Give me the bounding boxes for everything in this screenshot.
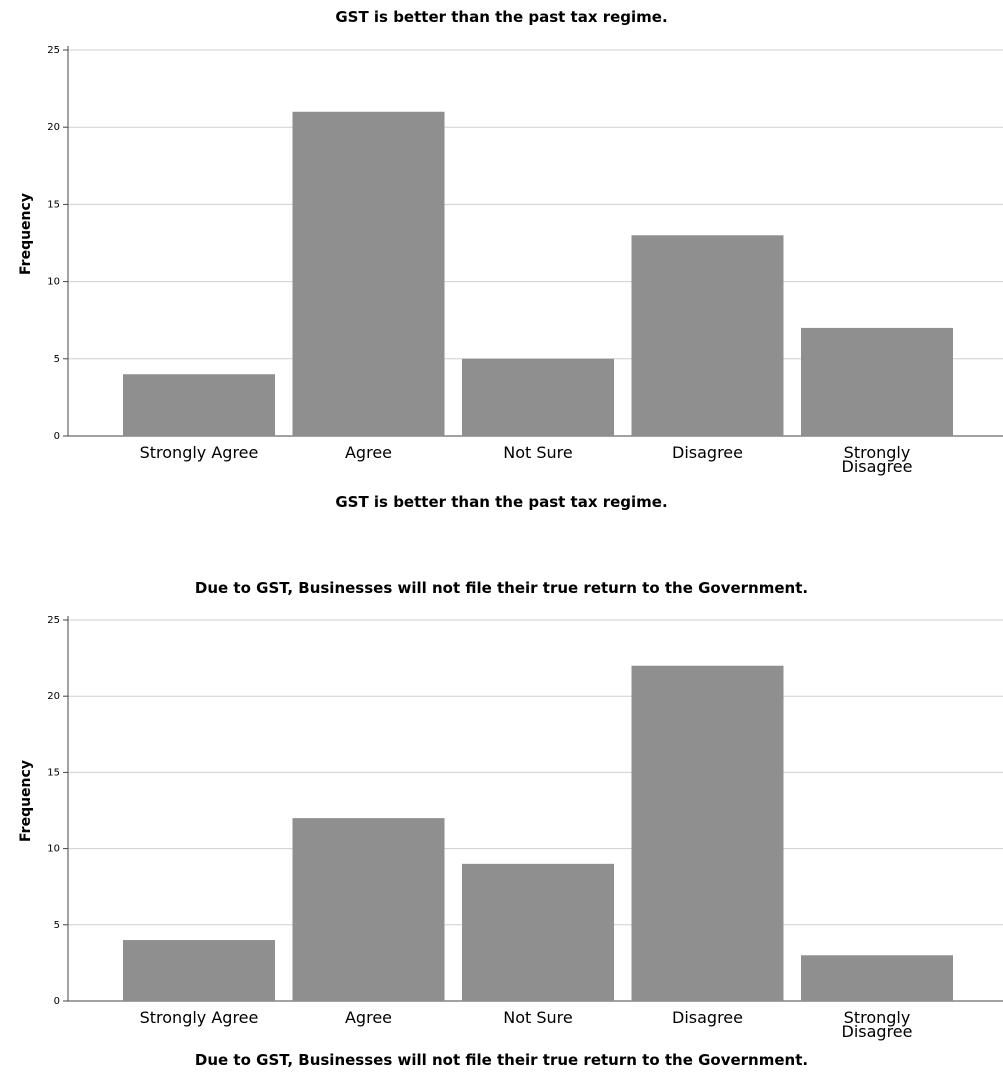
bar-not-sure <box>462 358 614 436</box>
category-label: Strongly <box>844 443 911 462</box>
bar-strongly-disagree <box>801 955 953 1001</box>
category-label: Disagree <box>672 1008 743 1027</box>
y-tick-label: 25 <box>47 615 60 626</box>
y-tick-label: 20 <box>47 122 60 133</box>
bar-disagree <box>631 665 784 1001</box>
category-label: Agree <box>345 1008 392 1027</box>
chart-panel-gst-better: GST is better than the past tax regime. … <box>0 0 1003 530</box>
bar-chart-gst-better: 0 5 10 15 20 25 Strongly Agree Agree Not Sure Dis… <box>47 45 1003 476</box>
y-tick-label: 0 <box>54 996 60 1007</box>
chart-title: GST is better than the past tax regime. <box>335 8 668 26</box>
bar-agree <box>292 818 445 1001</box>
y-tick-label: 25 <box>47 45 60 56</box>
category-label: Agree <box>345 443 392 462</box>
chart-panel-gst-returns: Due to GST, Businesses will not file the… <box>0 567 1003 1075</box>
y-tick-label: 10 <box>47 277 60 288</box>
y-tick-label: 5 <box>54 354 60 365</box>
y-tick-label: 5 <box>54 920 60 931</box>
category-label: Strongly Agree <box>140 443 259 462</box>
y-tick-label: 0 <box>54 431 60 442</box>
category-label: Strongly <box>844 1008 911 1027</box>
y-tick-label: 10 <box>47 844 60 855</box>
bar-strongly-agree <box>123 940 275 1001</box>
category-label: Not Sure <box>503 443 572 462</box>
bar-disagree <box>631 235 784 436</box>
category-label: Disagree <box>842 1022 913 1041</box>
x-axis-label: GST is better than the past tax regime. <box>335 493 668 511</box>
category-label: Disagree <box>842 457 913 476</box>
bar-chart-gst-returns: 0 5 10 15 20 25 Strongly Agree Agree Not Sure Dis… <box>47 615 1003 1041</box>
bar-agree <box>292 111 445 436</box>
chart-title: Due to GST, Businesses will not file the… <box>194 579 809 597</box>
category-label: Disagree <box>672 443 743 462</box>
y-tick-label: 15 <box>47 199 60 210</box>
bar-strongly-agree <box>123 374 275 436</box>
bar-strongly-disagree <box>801 327 953 436</box>
y-tick-label: 20 <box>47 691 60 702</box>
y-tick-label: 15 <box>47 767 60 778</box>
bar-not-sure <box>462 863 614 1001</box>
x-axis-label: Due to GST, Businesses will not file the… <box>194 1051 809 1069</box>
category-label: Not Sure <box>503 1008 572 1027</box>
category-label: Strongly Agree <box>140 1008 259 1027</box>
